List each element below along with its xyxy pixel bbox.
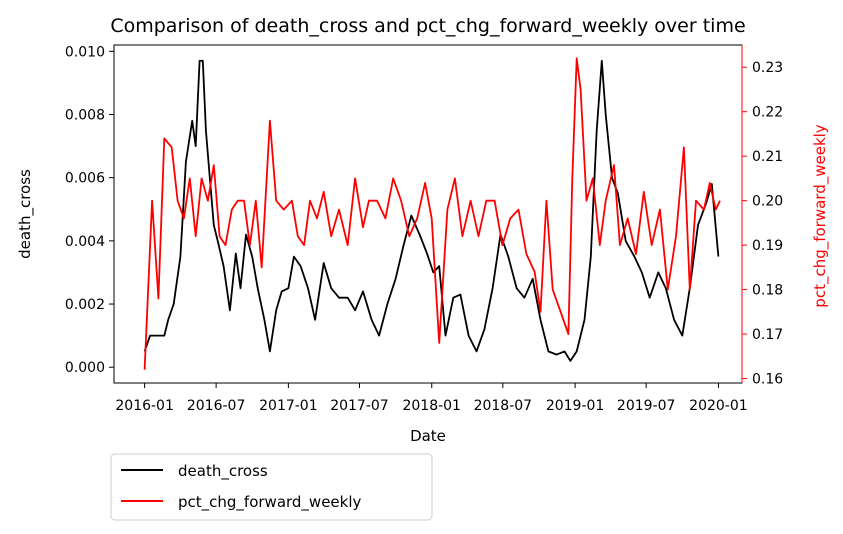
series-line-pct-chg-forward-weekly [143, 57, 721, 370]
x-tick-label: 2017-01 [259, 398, 318, 414]
x-tick-label: 2018-07 [474, 398, 533, 414]
right-y-tick-label: 0.18 [752, 283, 783, 299]
right-y-tick-label: 0.19 [752, 238, 783, 254]
right-y-tick-label: 0.16 [752, 372, 783, 388]
right-y-tick-label: 0.23 [752, 60, 783, 76]
x-axis-label: Date [410, 427, 446, 445]
series-group [143, 57, 721, 370]
left-y-axis-label: death_cross [16, 169, 35, 259]
legend-label-pct-chg-forward-weekly: pct_chg_forward_weekly [178, 493, 362, 512]
right-y-axis: 0.16 0.17 0.18 0.19 0.20 0.21 0.22 0.23 [741, 45, 783, 388]
legend-box [110, 453, 433, 521]
right-y-tick-label: 0.20 [752, 194, 783, 210]
x-tick-label: 2018-01 [402, 398, 461, 414]
x-tick-label: 2019-07 [617, 398, 676, 414]
x-tick-label: 2016-07 [187, 398, 246, 414]
left-y-tick-label: 0.004 [65, 234, 105, 250]
right-y-tick-label: 0.22 [752, 105, 783, 121]
left-y-tick-label: 0.006 [65, 171, 105, 187]
right-y-tick-label: 0.21 [752, 149, 783, 165]
legend: death_cross pct_chg_forward_weekly [110, 453, 433, 521]
x-tick-label: 2019-01 [546, 398, 605, 414]
left-y-tick-label: 0.000 [65, 360, 105, 376]
right-y-axis-label: pct_chg_forward_weekly [811, 124, 830, 308]
x-tick-label: 2020-01 [689, 398, 748, 414]
right-y-tick-label: 0.17 [752, 327, 783, 343]
series-line-death-cross [143, 59, 720, 362]
chart-title: Comparison of death_cross and pct_chg_fo… [110, 15, 745, 37]
legend-label-death-cross: death_cross [178, 462, 268, 481]
x-tick-label: 2017-07 [330, 398, 389, 414]
x-tick-label: 2016-01 [115, 398, 174, 414]
left-y-tick-label: 0.010 [65, 44, 105, 60]
x-axis: 2016-01 2016-07 2017-01 2017-07 2018-01 2018-… [115, 383, 748, 414]
left-y-axis: 0.000 0.002 0.004 0.006 0.008 0.010 [65, 44, 114, 376]
left-y-tick-label: 0.008 [65, 107, 105, 123]
left-y-tick-label: 0.002 [65, 297, 105, 313]
